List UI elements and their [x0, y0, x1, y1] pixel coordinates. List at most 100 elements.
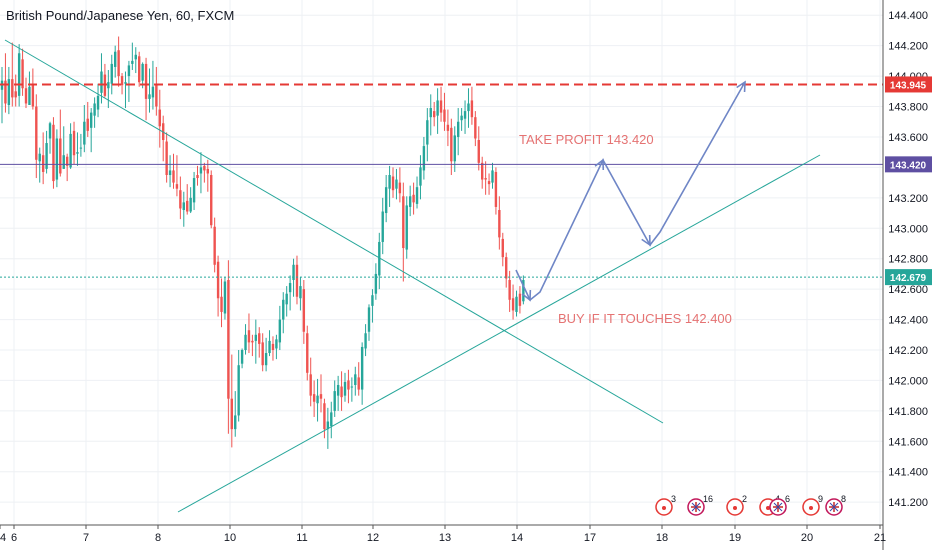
- candle-body: [316, 395, 319, 404]
- candle-body: [48, 123, 52, 139]
- candle-body: [295, 264, 299, 297]
- candle-body: [223, 281, 227, 314]
- grid: [0, 0, 883, 525]
- x-tick-label: 11: [296, 532, 307, 544]
- candle-body: [347, 380, 350, 390]
- candle-body: [264, 353, 268, 366]
- x-tick-label: 17: [584, 532, 596, 544]
- candle-body: [17, 53, 21, 96]
- arrowhead-icon: [521, 289, 532, 302]
- candle-body: [107, 82, 110, 89]
- candle-body: [196, 175, 199, 179]
- y-tick-label: 142.400: [888, 315, 928, 327]
- candle-body: [388, 175, 391, 189]
- candle-body: [474, 117, 477, 139]
- candle-body: [364, 333, 367, 349]
- candle-body: [518, 293, 522, 306]
- x-tick-label: 20: [801, 532, 813, 544]
- candle-body: [182, 202, 185, 210]
- flag-dot: [733, 506, 737, 510]
- candle-body: [113, 51, 117, 67]
- candle-body: [31, 85, 35, 107]
- candle-body: [306, 333, 309, 373]
- candle-body: [117, 50, 120, 77]
- candle-body: [258, 333, 261, 344]
- candle-body: [319, 394, 323, 399]
- candle-body: [299, 286, 302, 299]
- candle-body: [357, 377, 360, 390]
- x-tick-label: 12: [367, 532, 379, 544]
- candle-body: [419, 167, 422, 186]
- candle-body: [309, 374, 312, 396]
- candle-body: [278, 319, 282, 343]
- candle-body: [446, 124, 450, 131]
- candle-body: [450, 127, 453, 162]
- buy-annotation: BUY IF IT TOUCHES 142.400: [558, 311, 732, 326]
- y-tick-label: 141.400: [888, 467, 928, 479]
- candle-body: [511, 298, 515, 311]
- event-markers: 31624698: [655, 494, 846, 516]
- candle-body: [402, 196, 405, 249]
- candle-body: [412, 194, 415, 203]
- candle-body: [100, 71, 103, 93]
- candle-body: [244, 334, 247, 350]
- arrowhead-icon: [736, 80, 746, 93]
- candle-body: [168, 170, 172, 175]
- candle-body: [234, 415, 237, 430]
- y-tick-label: 143.600: [888, 132, 928, 144]
- candle-body: [381, 211, 384, 242]
- x-tick-label: 8: [155, 532, 161, 544]
- candle-body: [491, 170, 494, 183]
- candle-body: [45, 143, 48, 169]
- candle-body: [148, 94, 151, 99]
- uptrend-line: [177, 154, 821, 513]
- x-tick-label: 24: [0, 532, 6, 544]
- candle-body: [443, 109, 446, 122]
- candle-body: [432, 111, 436, 118]
- candle-body: [343, 381, 347, 396]
- candle-body: [395, 179, 398, 189]
- candle-body: [323, 403, 326, 430]
- candle-body: [134, 54, 137, 60]
- candle-body: [55, 138, 59, 180]
- current-price-badge: [885, 269, 932, 286]
- projection-path: [515, 81, 746, 302]
- y-tick-label: 142.600: [888, 284, 928, 296]
- take-profit-price-badge: [885, 156, 932, 173]
- y-tick-label: 144.400: [888, 10, 928, 22]
- candle-body: [96, 95, 100, 110]
- candle-body: [165, 141, 168, 175]
- drawings: TAKE PROFIT 143.420 BUY IF IT TOUCHES 142…: [0, 39, 883, 513]
- candle-body: [312, 394, 316, 402]
- event-count: 3: [671, 494, 676, 504]
- y-tick-label: 143.800: [888, 102, 928, 114]
- candle-body: [522, 280, 525, 302]
- candle-body: [374, 273, 378, 294]
- candle-body: [354, 374, 357, 385]
- candle-body: [515, 296, 518, 312]
- candle-body: [240, 350, 244, 364]
- candle-body: [275, 339, 278, 349]
- y-tick-label: 143.000: [888, 223, 928, 235]
- candle-body: [285, 293, 288, 305]
- take-profit-price-label: 143.420: [890, 160, 927, 171]
- x-tick-label: 21: [874, 532, 886, 544]
- flag-dot: [766, 506, 770, 510]
- y-tick-label: 144.200: [888, 41, 928, 53]
- flag-dot: [809, 506, 813, 510]
- candle-body: [292, 264, 295, 280]
- candle-body: [501, 238, 504, 258]
- uk-flag-diag: [829, 502, 839, 512]
- candle-body: [11, 79, 14, 98]
- candle-body: [336, 385, 340, 396]
- candle-body: [220, 296, 223, 312]
- candle-body: [110, 63, 113, 84]
- candle-body: [83, 121, 86, 145]
- candle-body: [38, 153, 41, 162]
- candle-body: [175, 184, 179, 189]
- candle-body: [422, 146, 426, 171]
- candle-body: [282, 299, 285, 320]
- x-tick-label: 10: [224, 532, 236, 544]
- candle-body: [65, 156, 69, 166]
